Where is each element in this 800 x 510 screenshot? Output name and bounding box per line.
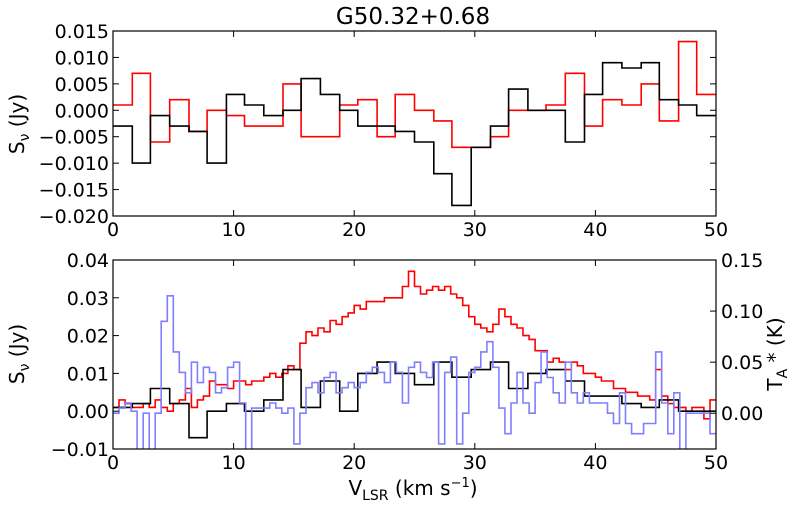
- x-tick-label: 30: [463, 452, 487, 474]
- x-tick-label: 20: [342, 219, 366, 241]
- y2-tick-label: 0.10: [721, 301, 763, 323]
- y-tick-label: 0.01: [67, 363, 109, 385]
- x-tick-label: 0: [107, 219, 119, 241]
- y-tick-label: 0.00: [67, 401, 109, 423]
- top-panel-frame: [112, 30, 717, 217]
- y2-tick-label: 0.05: [721, 352, 763, 374]
- series-blue-line: [113, 295, 716, 449]
- bottom-panel-series: [113, 270, 716, 449]
- y-tick-label: 0.03: [67, 288, 109, 310]
- top-panel-series: [113, 40, 716, 207]
- y-tick-label: −0.01: [51, 439, 109, 461]
- chart-title: G50.32+0.68: [336, 4, 490, 30]
- top-panel-ylabel: Sν (Jy): [5, 94, 33, 154]
- x-tick-label: 50: [704, 452, 728, 474]
- x-tick-label: 0: [107, 452, 119, 474]
- series-red-line: [113, 270, 716, 420]
- x-tick-label: 40: [583, 452, 607, 474]
- series-black-line: [113, 61, 716, 207]
- x-tick-label: 10: [222, 452, 246, 474]
- y-tick-label: −0.015: [39, 180, 109, 202]
- top-panel-ticks: 0 10 20 30 40 50 −0.020 −0.015 −0.010 −0.005 0.000…: [39, 21, 728, 241]
- bottom-panel-y2label: TA * (K): [763, 317, 791, 391]
- bottom-panel-ylabel: Sν (Jy): [5, 324, 33, 384]
- y-tick-label: 0.000: [55, 100, 109, 122]
- y2-tick-label: 0.15: [721, 250, 763, 272]
- bottom-panel-ticks: 0 10 20 30 40 50 −0.01 0.00 0.01 0.02 0.03 0.04 0.00…: [51, 250, 764, 474]
- y-tick-label: −0.005: [39, 127, 109, 149]
- y-tick-label: −0.010: [39, 153, 109, 175]
- bottom-panel-frame: [112, 259, 717, 450]
- y-tick-label: 0.015: [55, 21, 109, 43]
- y-tick-label: 0.04: [67, 250, 109, 272]
- x-tick-label: 50: [704, 219, 728, 241]
- y-tick-label: 0.02: [67, 326, 109, 348]
- bottom-panel-xlabel: VLSR (km s−1): [348, 476, 477, 504]
- bottom-panel: 0 10 20 30 40 50 −0.01 0.00 0.01 0.02 0.03 0.04 0.00…: [5, 250, 791, 504]
- y-tick-label: 0.005: [55, 74, 109, 96]
- y-tick-label: 0.010: [55, 47, 109, 69]
- x-tick-label: 40: [583, 219, 607, 241]
- y2-tick-label: 0.00: [721, 403, 763, 425]
- x-tick-label: 10: [222, 219, 246, 241]
- x-tick-label: 30: [463, 219, 487, 241]
- y-tick-label: −0.020: [39, 206, 109, 228]
- x-tick-label: 20: [342, 452, 366, 474]
- top-panel: G50.32+0.68 0 10 20 30 40 50 −0.020 −0.015 −0.01…: [5, 4, 728, 241]
- series-red-line: [113, 40, 716, 149]
- series-black-line: [113, 361, 716, 439]
